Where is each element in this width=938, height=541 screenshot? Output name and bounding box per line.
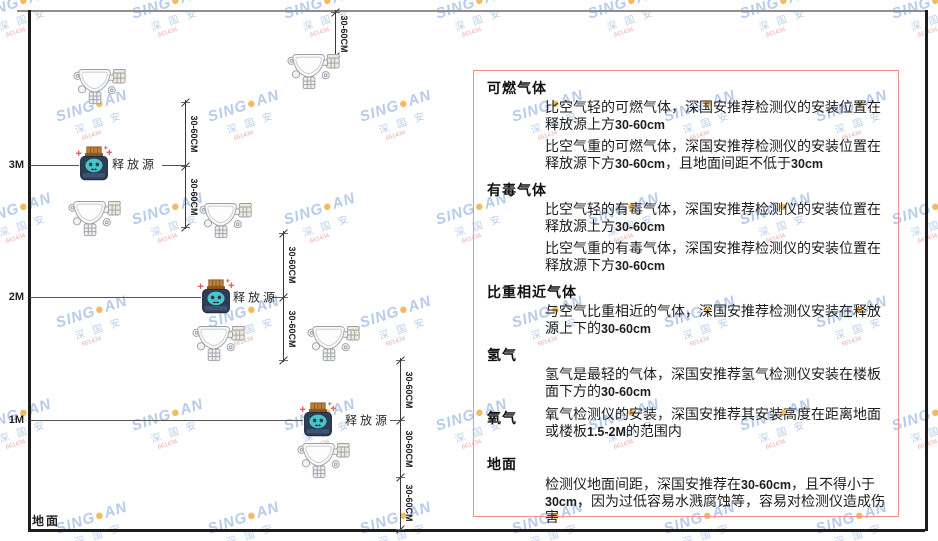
level-line: [30, 297, 201, 298]
gas-detector: [73, 64, 127, 111]
gas-detector-icon: [307, 326, 360, 362]
release-source-icon: [198, 279, 234, 314]
panel-section: 地面检测仪地面间距，深国安推荐在30-60cm，且不得小于30cm，因为过低容易…: [487, 454, 886, 527]
dimension-line: [400, 358, 401, 531]
section-heading: 比重相近气体: [487, 286, 577, 301]
section-body: 比空气轻的可燃气体，深国安推荐检测仪的安装位置在释放源上方30-60cm 比空气重…: [545, 101, 893, 173]
dimension-label: 30-60CM: [287, 309, 297, 348]
panel-section: 氢气氢气是最轻的气体，深国安推荐氢气检测仪安装在楼板面下方的30-60cm: [487, 345, 886, 401]
release-source: [196, 279, 236, 315]
section-heading: 有毒气体: [487, 184, 547, 199]
section-body: 与空气比重相近的气体，深国安推荐检测仪安装在释放源上下的30-60cm: [545, 305, 893, 338]
release-source-icon: [76, 146, 112, 181]
release-source-label: 释放源: [345, 413, 391, 428]
gas-detector-icon: [68, 201, 121, 237]
panel-section: 有毒气体比空气轻的有毒气体，深国安推荐检测仪的安装位置在释放源上方30-60cm…: [487, 180, 886, 275]
axis-label-3m: 3M: [8, 159, 24, 171]
panel-section: 比重相近气体与空气比重相近的气体，深国安推荐检测仪安装在释放源上下的30-60c…: [487, 282, 886, 338]
level-line: [30, 420, 303, 421]
section-body: 比空气轻的有毒气体，深国安推荐检测仪的安装位置在释放源上方30-60cm 比空气重…: [545, 203, 893, 275]
section-heading: 氢气: [487, 349, 517, 364]
section-body: 检测仪地面间距，深国安推荐在30-60cm，且不得小于30cm，因为过低容易水溅…: [545, 477, 893, 527]
dimension-label: 30-60CM: [287, 246, 297, 284]
release-source-label: 释放源: [112, 157, 158, 172]
section-body: 氢气是最轻的气体，深国安推荐氢气检测仪安装在楼板面下方的30-60cm: [545, 368, 893, 401]
section-paragraph: 比空气轻的可燃气体，深国安推荐检测仪的安装位置在释放源上方30-60cm: [545, 101, 881, 133]
gas-detector: [307, 321, 361, 368]
section-paragraph: 比空气重的有毒气体，深国安推荐检测仪的安装位置在释放源下方30-60cm: [545, 242, 881, 274]
ground-line: [28, 529, 925, 532]
axis-label-2m: 2M: [8, 291, 24, 303]
gas-detector-icon: [73, 69, 126, 105]
wall-line: [28, 10, 31, 531]
section-paragraph: 与空气比重相近的气体，深国安推荐检测仪安装在释放源上下的30-60cm: [545, 305, 881, 337]
level-line: [272, 297, 283, 298]
section-paragraph: 氢气是最轻的气体，深国安推荐氢气检测仪安装在楼板面下方的30-60cm: [545, 368, 881, 400]
section-paragraph: 检测仪地面间距，深国安推荐在30-60cm，且不得小于30cm，因为过低容易水溅…: [545, 478, 885, 526]
ground-label: 地面: [32, 514, 61, 528]
section-paragraph: 比空气重的可燃气体，深国安推荐检测仪的安装位置在释放源下方30-60cm，且地面…: [545, 140, 881, 172]
gas-detector-icon: [297, 443, 350, 479]
release-source: [298, 402, 338, 438]
level-line: [162, 165, 185, 166]
section-paragraph: 氧气检测仪的安装，深国安推荐其安装高度在距离地面或楼板1.5-2M的范围内: [545, 408, 881, 440]
section-heading: 可燃气体: [487, 82, 547, 97]
axis-label-1m: 1M: [8, 414, 24, 426]
gas-detector: [199, 198, 253, 245]
dimension-label: 30-60CM: [189, 115, 199, 153]
level-line: [30, 165, 79, 166]
dimension-label: 30-60CM: [404, 484, 414, 522]
section-paragraph: 比空气轻的有毒气体，深国安推荐检测仪的安装位置在释放源上方30-60cm: [545, 203, 881, 235]
dimension-line: [335, 10, 336, 58]
level-line: [390, 420, 400, 421]
section-heading: 地面: [487, 458, 517, 473]
dimension-label: 30-60CM: [189, 177, 199, 216]
panel-section: 氧气 氧气检测仪的安装，深国安推荐其安装高度在距离地面或楼板1.5-2M的范围内: [487, 408, 886, 447]
ceiling-line: [17, 10, 926, 12]
release-source: [74, 146, 114, 182]
gas-detector: [297, 438, 351, 485]
gas-detector-icon: [287, 54, 340, 90]
gas-detector: [68, 196, 122, 243]
gas-detector-icon: [199, 203, 252, 239]
dimension-label: 30-60CM: [404, 429, 414, 468]
gas-detector: [192, 321, 246, 368]
panel-section: 可燃气体比空气轻的可燃气体，深国安推荐检测仪的安装位置在释放源上方30-60cm…: [487, 78, 886, 173]
release-source-label: 释放源: [233, 290, 279, 305]
right-border-line: [925, 10, 928, 531]
section-heading: 氧气: [487, 412, 517, 427]
dimension-label: 30-60CM: [404, 371, 414, 409]
release-source-icon: [300, 402, 336, 437]
dimension-label: 30-60CM: [339, 15, 349, 53]
info-panel: 可燃气体比空气轻的可燃气体，深国安推荐检测仪的安装位置在释放源上方30-60cm…: [473, 70, 899, 526]
gas-detector-icon: [192, 326, 245, 362]
gas-detector: [287, 49, 341, 96]
section-body: 氧气检测仪的安装，深国安推荐其安装高度在距离地面或楼板1.5-2M的范围内: [545, 408, 886, 447]
